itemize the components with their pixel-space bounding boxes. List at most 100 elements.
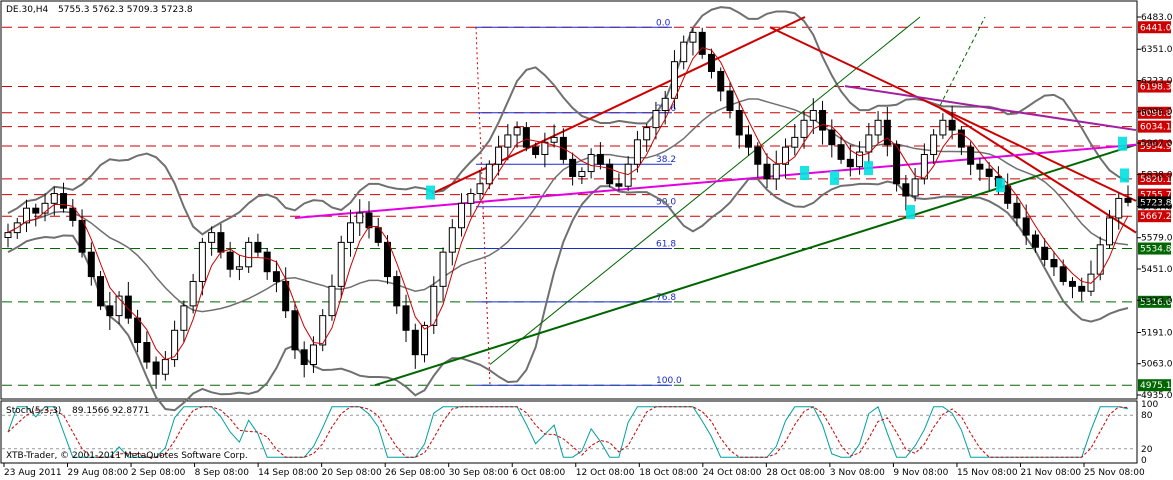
candle-body: [60, 193, 68, 209]
time-label: 29 Aug 08:00: [68, 468, 129, 478]
candle-body: [1068, 280, 1076, 287]
candle-body: [689, 31, 697, 43]
time-label: 14 Sep 08:00: [258, 468, 318, 478]
candle-body: [272, 271, 280, 282]
level-tag: [1138, 80, 1171, 93]
candle-body: [513, 127, 521, 136]
time-label: 12 Oct 08:00: [576, 468, 635, 478]
candle-body: [772, 163, 780, 180]
cyan-marker: [800, 166, 809, 181]
candle-body: [282, 280, 290, 312]
candle-body: [735, 110, 743, 136]
cyan-marker: [426, 185, 435, 200]
candle-body: [522, 127, 530, 148]
current-price-tag: [1138, 196, 1171, 209]
indicator-pane-frame: [0, 400, 1138, 464]
cyan-marker: [864, 161, 873, 176]
fib-label: 100.0: [656, 376, 682, 386]
time-label: 23 Aug 2011: [4, 468, 62, 478]
candle-body: [504, 134, 512, 148]
candle-body: [106, 305, 114, 317]
time-label: 20 Sep 08:00: [322, 468, 382, 478]
stoch-scale-label: 20: [1141, 445, 1153, 455]
candle-body: [846, 158, 854, 168]
candle-body: [837, 144, 845, 160]
candle-body: [402, 305, 410, 331]
price-label: 5323.0: [1141, 296, 1173, 306]
candle-body: [930, 134, 938, 155]
candle-body: [587, 153, 595, 173]
candle-body: [180, 305, 188, 331]
candle-body: [856, 151, 864, 168]
candle-body: [883, 119, 891, 146]
time-label: 9 Nov 08:00: [893, 468, 948, 478]
candle-body: [1115, 197, 1123, 219]
symbol-header: DE.30,H4: [6, 5, 49, 15]
dashed-projection: [939, 16, 986, 106]
level-value: 4975.1: [1140, 381, 1172, 391]
candle-body: [1041, 246, 1049, 260]
candle-body: [226, 251, 234, 270]
level-value: 5316.6: [1140, 298, 1172, 308]
candle-body: [754, 146, 762, 165]
candle-body: [763, 163, 771, 180]
time-label: 3 Nov 08:00: [830, 468, 885, 478]
level-value: 5534.8: [1140, 245, 1172, 255]
level-value: 6034.1: [1140, 123, 1172, 133]
stoch-scale-label: 80: [1141, 411, 1153, 421]
time-label: 26 Sep 08:00: [385, 468, 445, 478]
candle-body: [430, 285, 438, 326]
candle-body: [115, 295, 123, 317]
candle-body: [1059, 266, 1067, 282]
level-tag: [1138, 120, 1171, 133]
candle-body: [319, 315, 327, 346]
fib-label: 38.2: [656, 155, 676, 165]
cyan-marker: [830, 170, 839, 185]
cyan-marker: [1118, 136, 1127, 151]
current-price-value: 5723.8: [1140, 198, 1172, 208]
candle-body: [476, 183, 484, 195]
candle-body: [633, 139, 641, 165]
candle-body: [782, 146, 790, 165]
candle-body: [263, 251, 271, 273]
price-label: 5707.0: [1141, 202, 1173, 212]
indicator-readout: 89.1566 92.8771: [72, 406, 149, 416]
candle-body: [365, 212, 373, 229]
candle-body: [23, 207, 31, 224]
cyan-marker: [996, 178, 1005, 193]
time-label: 25 Nov 08:00: [1084, 468, 1145, 478]
candle-body: [208, 232, 216, 243]
level-value: 5820.1: [1140, 175, 1172, 185]
magenta-trendline-1: [294, 143, 1137, 219]
candle-body: [124, 295, 132, 319]
bollinger-lower: [7, 178, 1129, 412]
candle-body: [439, 251, 447, 287]
candle-body: [152, 361, 160, 375]
level-tag: [1138, 172, 1171, 185]
candle-body: [865, 134, 873, 153]
candle-body: [707, 53, 715, 72]
candle-body: [532, 146, 540, 155]
time-label: 24 Oct 08:00: [703, 468, 762, 478]
time-label: 30 Sep 08:00: [449, 468, 509, 478]
main-pane-frame: [0, 0, 1138, 400]
price-label: 6351.0: [1141, 45, 1173, 55]
candles: [4, 27, 1132, 389]
candle-body: [1004, 185, 1012, 204]
candle-body: [578, 171, 586, 177]
time-label: 6 Oct 08:00: [512, 468, 565, 478]
time-label: 18 Oct 08:00: [639, 468, 698, 478]
candle-body: [791, 136, 799, 148]
candle-body: [744, 134, 752, 148]
price-label: 6483.0: [1141, 13, 1173, 23]
cyan-marker: [1120, 168, 1129, 183]
candle-body: [300, 349, 308, 365]
cyan-markers: [426, 136, 1129, 220]
price-label: 5838.0: [1141, 171, 1173, 181]
time-scale: 23 Aug 2011 29 Aug 08:00 2 Sep 08:00 8 Sep …: [3, 463, 1145, 478]
candle-body: [50, 193, 58, 204]
candle-body: [87, 251, 95, 278]
candle-body: [911, 178, 919, 197]
stoch-main-line: [7, 406, 1129, 458]
